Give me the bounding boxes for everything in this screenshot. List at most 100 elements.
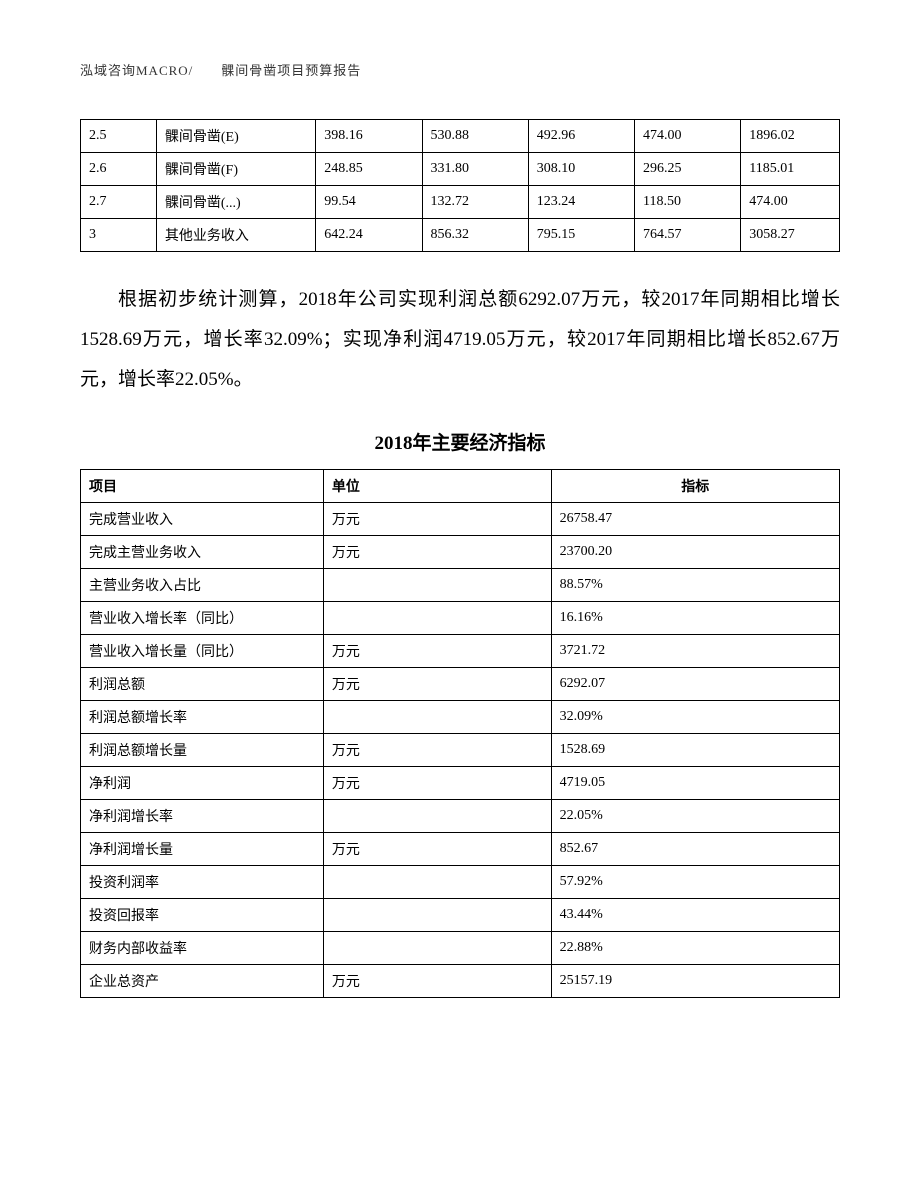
table-row: 主营业务收入占比 88.57% [81, 568, 840, 601]
table-product-revenue: 2.5 髁间骨凿(E) 398.16 530.88 492.96 474.00 … [80, 119, 840, 252]
cell: 32.09% [551, 700, 839, 733]
cell: 99.54 [316, 186, 422, 219]
cell: 万元 [323, 634, 551, 667]
cell: 净利润增长量 [81, 832, 324, 865]
cell: 企业总资产 [81, 964, 324, 997]
cell: 474.00 [741, 186, 840, 219]
cell: 530.88 [422, 120, 528, 153]
table-header-row: 项目 单位 指标 [81, 469, 840, 502]
page-header: 泓域咨询MACRO/ 髁间骨凿项目预算报告 [80, 60, 840, 79]
cell: 1185.01 [741, 153, 840, 186]
table-row: 完成主营业务收入 万元 23700.20 [81, 535, 840, 568]
cell: 净利润 [81, 766, 324, 799]
table-row: 财务内部收益率 22.88% [81, 931, 840, 964]
table-row: 投资回报率 43.44% [81, 898, 840, 931]
cell: 474.00 [635, 120, 741, 153]
cell: 万元 [323, 964, 551, 997]
cell: 132.72 [422, 186, 528, 219]
table2-title: 2018年主要经济指标 [80, 428, 840, 455]
cell: 投资利润率 [81, 865, 324, 898]
cell: 88.57% [551, 568, 839, 601]
cell: 投资回报率 [81, 898, 324, 931]
cell: 万元 [323, 502, 551, 535]
table-row: 营业收入增长率（同比） 16.16% [81, 601, 840, 634]
cell: 利润总额 [81, 667, 324, 700]
cell: 万元 [323, 667, 551, 700]
document-page: 泓域咨询MACRO/ 髁间骨凿项目预算报告 2.5 髁间骨凿(E) 398.16… [0, 0, 920, 1191]
cell: 856.32 [422, 219, 528, 252]
cell: 398.16 [316, 120, 422, 153]
cell: 43.44% [551, 898, 839, 931]
cell [323, 568, 551, 601]
cell: 22.88% [551, 931, 839, 964]
table-row: 完成营业收入 万元 26758.47 [81, 502, 840, 535]
cell: 4719.05 [551, 766, 839, 799]
cell: 完成主营业务收入 [81, 535, 324, 568]
summary-paragraph: 根据初步统计测算，2018年公司实现利润总额6292.07万元，较2017年同期… [80, 280, 840, 400]
table-row: 利润总额增长量 万元 1528.69 [81, 733, 840, 766]
table-row: 2.5 髁间骨凿(E) 398.16 530.88 492.96 474.00 … [81, 120, 840, 153]
cell: 123.24 [528, 186, 634, 219]
cell: 2.5 [81, 120, 157, 153]
cell: 331.80 [422, 153, 528, 186]
cell: 万元 [323, 733, 551, 766]
cell: 其他业务收入 [156, 219, 315, 252]
table-row: 净利润增长量 万元 852.67 [81, 832, 840, 865]
cell [323, 700, 551, 733]
cell: 髁间骨凿(...) [156, 186, 315, 219]
cell: 852.67 [551, 832, 839, 865]
cell: 3 [81, 219, 157, 252]
table-row: 利润总额 万元 6292.07 [81, 667, 840, 700]
cell: 22.05% [551, 799, 839, 832]
col-header-value: 指标 [551, 469, 839, 502]
cell: 3058.27 [741, 219, 840, 252]
cell: 492.96 [528, 120, 634, 153]
cell: 完成营业收入 [81, 502, 324, 535]
cell: 16.16% [551, 601, 839, 634]
table-row: 3 其他业务收入 642.24 856.32 795.15 764.57 305… [81, 219, 840, 252]
table-row: 投资利润率 57.92% [81, 865, 840, 898]
cell: 万元 [323, 535, 551, 568]
table-economic-indicators: 项目 单位 指标 完成营业收入 万元 26758.47 完成主营业务收入 万元 … [80, 469, 840, 998]
table-row: 2.7 髁间骨凿(...) 99.54 132.72 123.24 118.50… [81, 186, 840, 219]
cell [323, 865, 551, 898]
table-row: 净利润增长率 22.05% [81, 799, 840, 832]
cell: 髁间骨凿(E) [156, 120, 315, 153]
cell: 764.57 [635, 219, 741, 252]
cell: 净利润增长率 [81, 799, 324, 832]
table-row: 2.6 髁间骨凿(F) 248.85 331.80 308.10 296.25 … [81, 153, 840, 186]
cell: 万元 [323, 832, 551, 865]
cell [323, 799, 551, 832]
cell: 1528.69 [551, 733, 839, 766]
cell: 髁间骨凿(F) [156, 153, 315, 186]
cell [323, 931, 551, 964]
cell: 营业收入增长率（同比） [81, 601, 324, 634]
cell: 2.6 [81, 153, 157, 186]
table-row: 净利润 万元 4719.05 [81, 766, 840, 799]
cell: 25157.19 [551, 964, 839, 997]
cell: 308.10 [528, 153, 634, 186]
cell: 6292.07 [551, 667, 839, 700]
cell: 主营业务收入占比 [81, 568, 324, 601]
cell [323, 898, 551, 931]
table-row: 企业总资产 万元 25157.19 [81, 964, 840, 997]
table-row: 利润总额增长率 32.09% [81, 700, 840, 733]
cell: 财务内部收益率 [81, 931, 324, 964]
col-header-item: 项目 [81, 469, 324, 502]
cell: 营业收入增长量（同比） [81, 634, 324, 667]
cell: 642.24 [316, 219, 422, 252]
cell: 万元 [323, 766, 551, 799]
cell: 26758.47 [551, 502, 839, 535]
cell: 3721.72 [551, 634, 839, 667]
cell: 2.7 [81, 186, 157, 219]
cell: 296.25 [635, 153, 741, 186]
cell: 795.15 [528, 219, 634, 252]
cell: 57.92% [551, 865, 839, 898]
cell: 23700.20 [551, 535, 839, 568]
cell: 利润总额增长率 [81, 700, 324, 733]
cell: 248.85 [316, 153, 422, 186]
cell: 118.50 [635, 186, 741, 219]
table-row: 营业收入增长量（同比） 万元 3721.72 [81, 634, 840, 667]
cell [323, 601, 551, 634]
cell: 利润总额增长量 [81, 733, 324, 766]
